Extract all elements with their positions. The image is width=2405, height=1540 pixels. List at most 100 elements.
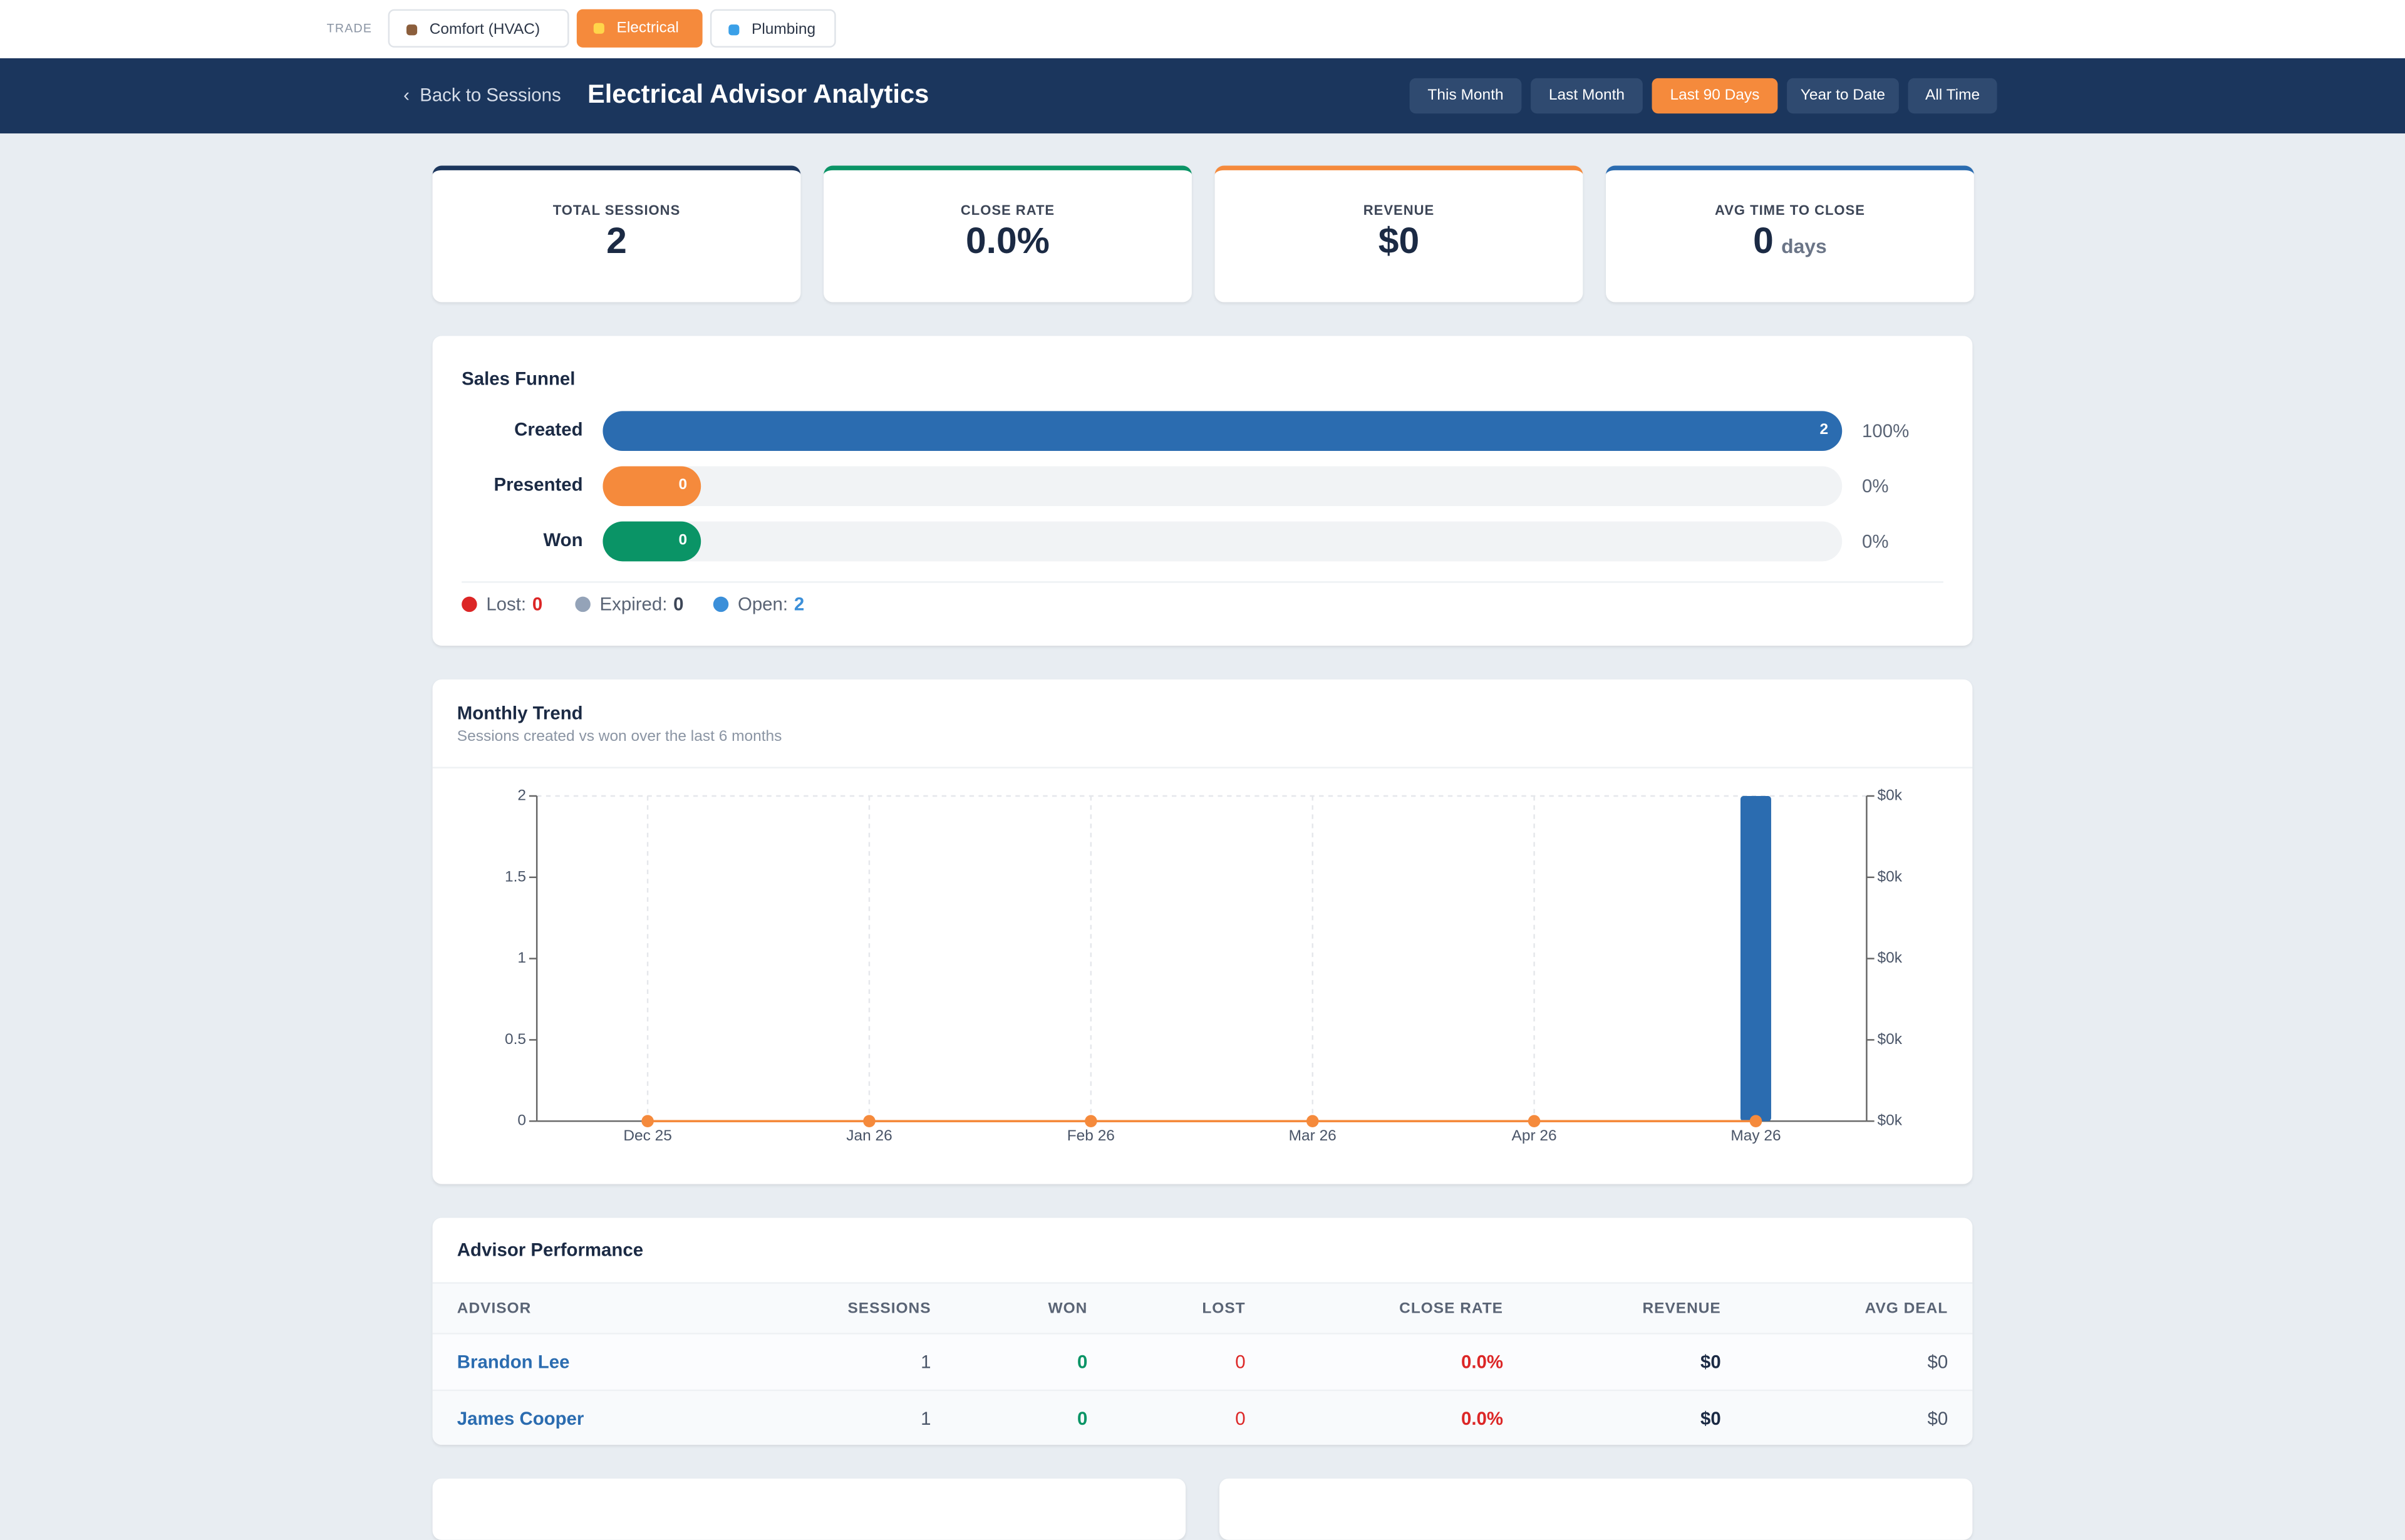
stage-track bbox=[603, 521, 1843, 562]
range-button[interactable]: This Month bbox=[1409, 78, 1522, 114]
page-title: Electrical Advisor Analytics bbox=[587, 80, 929, 109]
chart-title: Monthly Trend bbox=[457, 702, 583, 724]
trade-bar: TRADE Comfort (HVAC) Electrical Plumbing bbox=[0, 0, 2405, 59]
x-tick-label: Feb 26 bbox=[1067, 1127, 1115, 1144]
point bbox=[1528, 1115, 1541, 1128]
table-cell: $0 bbox=[1700, 1351, 1721, 1373]
range-button[interactable]: Last Month bbox=[1531, 78, 1643, 114]
point bbox=[1306, 1115, 1319, 1128]
range-button[interactable]: Last 90 Days bbox=[1652, 78, 1778, 114]
summary-item: Lost: 0 bbox=[462, 594, 542, 615]
kpi-value: 2 bbox=[606, 220, 627, 262]
table-cell: $0 bbox=[1700, 1408, 1721, 1430]
kpi-label: AVG TIME TO CLOSE bbox=[1714, 202, 1865, 218]
y-tick-label: 0 bbox=[517, 1112, 526, 1129]
kpi-value: 0 bbox=[1753, 220, 1774, 262]
stage-value: 2 bbox=[1819, 421, 1829, 439]
table-title: Advisor Performance bbox=[457, 1239, 644, 1261]
stage-label: Presented bbox=[494, 473, 583, 496]
table-cell: 0.0% bbox=[1461, 1408, 1504, 1430]
card bbox=[1219, 1478, 1973, 1540]
table-cell: 0 bbox=[1077, 1351, 1088, 1373]
header: ‹ Back to Sessions Electrical Advisor An… bbox=[0, 58, 2405, 134]
summary-value: 0 bbox=[673, 593, 684, 616]
kpi-label: TOTAL SESSIONS bbox=[552, 202, 681, 218]
stage-bar: 0 bbox=[603, 466, 701, 507]
funnel-title: Sales Funnel bbox=[462, 368, 576, 390]
trade-icon bbox=[406, 24, 418, 36]
point bbox=[1085, 1115, 1097, 1128]
y-tick-label: 0.5 bbox=[505, 1031, 526, 1048]
range-button[interactable]: All Time bbox=[1908, 78, 1997, 114]
range-button[interactable]: Year to Date bbox=[1787, 78, 1899, 114]
kpi-value-row: 2 bbox=[433, 221, 801, 264]
y-tick-label: 2 bbox=[517, 787, 526, 804]
summary-dot bbox=[575, 596, 591, 612]
stage-value: 0 bbox=[678, 477, 688, 494]
y-tick-label: 1 bbox=[517, 949, 526, 966]
kpi-label: REVENUE bbox=[1363, 202, 1435, 218]
back-text[interactable]: Back to Sessions bbox=[420, 84, 561, 106]
stage-label: Won bbox=[543, 529, 583, 551]
kpi-value-row: 0 days bbox=[1606, 221, 1974, 264]
kpi-card: TOTAL SESSIONS 2 bbox=[432, 165, 801, 302]
summary-value: 0 bbox=[532, 593, 543, 616]
table-row bbox=[432, 1389, 1973, 1445]
y-tick-label: 1.5 bbox=[505, 868, 526, 885]
x-tick-label: Dec 25 bbox=[623, 1127, 672, 1144]
kpi-card: AVG TIME TO CLOSE 0 days bbox=[1606, 165, 1974, 302]
kpi-unit: days bbox=[1781, 234, 1827, 258]
x-tick-label: Apr 26 bbox=[1512, 1127, 1557, 1144]
table-row bbox=[432, 1333, 1973, 1390]
divider bbox=[462, 581, 1943, 583]
stage-label: Created bbox=[514, 418, 583, 440]
back-link[interactable]: ‹ Back to Sessions bbox=[403, 84, 561, 106]
kpi-value: $0 bbox=[1378, 220, 1420, 262]
chart: Dec 25 Jan 26 Feb 26 Mar 26 Apr 26 May 26 0 0.5… bbox=[505, 787, 1903, 1144]
table-cell: $0 bbox=[1927, 1351, 1948, 1373]
trade-button[interactable]: Comfort (HVAC) bbox=[388, 9, 569, 48]
table-cell: $0 bbox=[1927, 1408, 1948, 1430]
summary-item: Expired: 0 bbox=[575, 593, 684, 616]
kpi-card: CLOSE RATE 0.0% bbox=[824, 165, 1192, 302]
stage-pct: 0% bbox=[1862, 530, 1889, 552]
column-header: CLOSE RATE bbox=[1399, 1300, 1504, 1318]
column-header: WON bbox=[1048, 1300, 1088, 1318]
column-header: LOST bbox=[1202, 1300, 1246, 1318]
stage-pct: 100% bbox=[1862, 420, 1910, 442]
divider bbox=[432, 767, 1973, 768]
table-cell: 0 bbox=[1235, 1351, 1246, 1373]
funnel-card: Sales Funnel Created 2 100% Presented 0 0% Won… bbox=[432, 336, 1973, 646]
summary-dot bbox=[462, 596, 477, 612]
trade-button[interactable]: Plumbing bbox=[710, 9, 836, 48]
kpi-card: REVENUE $0 bbox=[1214, 165, 1583, 302]
table-cell: 1 bbox=[921, 1351, 931, 1373]
y2-tick-label: $0k bbox=[1878, 949, 1903, 966]
summary-label: Lost: bbox=[486, 593, 527, 616]
trend-card: Monthly Trend Sessions created vs won ov… bbox=[432, 679, 1973, 1184]
chart-subtitle: Sessions created vs won over the last 6 … bbox=[457, 728, 782, 746]
x-tick-label: Mar 26 bbox=[1289, 1127, 1337, 1144]
table-header-row bbox=[432, 1282, 1973, 1335]
trade-icon bbox=[728, 24, 740, 36]
column-header: ADVISOR bbox=[457, 1300, 532, 1318]
column-header: AVG DEAL bbox=[1865, 1300, 1948, 1318]
table-cell: 0.0% bbox=[1461, 1351, 1504, 1373]
card bbox=[432, 1478, 1186, 1540]
point bbox=[863, 1115, 876, 1128]
kpi-value-row: 0.0% bbox=[824, 221, 1192, 264]
table-cell[interactable]: Brandon Lee bbox=[457, 1351, 570, 1373]
summary-value: 2 bbox=[794, 593, 805, 616]
summary-dot bbox=[713, 596, 729, 612]
summary-label: Open: bbox=[737, 593, 789, 616]
x-tick-label: Jan 26 bbox=[846, 1127, 892, 1144]
y2-tick-label: $0k bbox=[1878, 1112, 1903, 1129]
y2-tick-label: $0k bbox=[1878, 1031, 1903, 1048]
table-cell[interactable]: James Cooper bbox=[457, 1408, 584, 1430]
table-cell: 0 bbox=[1077, 1408, 1088, 1430]
table-cell: 0 bbox=[1235, 1408, 1246, 1430]
trade-button[interactable]: Electrical bbox=[576, 9, 703, 48]
summary-item: Open: 2 bbox=[713, 594, 804, 615]
